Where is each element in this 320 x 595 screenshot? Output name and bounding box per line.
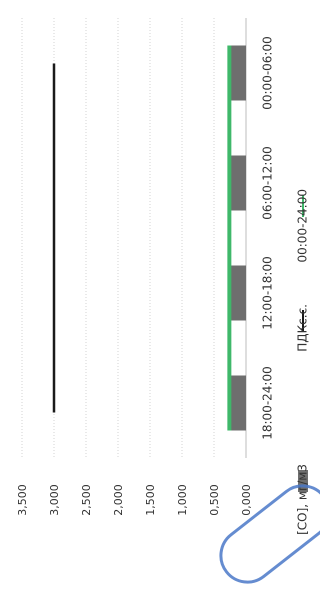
category-label: 00:00-06:00 xyxy=(261,36,275,110)
y-tick-label: 3,500 xyxy=(16,484,29,516)
legend-label: [CO], мг/м3 xyxy=(296,464,310,535)
category-label: 12:00-18:00 xyxy=(261,256,275,330)
y-tick-label: 2,500 xyxy=(80,484,93,516)
y-tick-label: 0,000 xyxy=(240,484,253,516)
y-tick-label: 2,000 xyxy=(112,484,125,516)
y-tick-label: 3,000 xyxy=(48,484,61,516)
bar xyxy=(229,155,246,211)
bar xyxy=(229,375,246,431)
chart: 0,000 0,500 1,000 1,500 2,000 2,500 3,000 3,500… xyxy=(16,18,310,535)
bar xyxy=(229,265,246,321)
bar xyxy=(229,45,246,101)
y-tick-label: 1,000 xyxy=(176,484,189,516)
category-label: 18:00-24:00 xyxy=(261,366,275,440)
legend-swatch xyxy=(298,470,308,492)
lines xyxy=(52,45,232,431)
x-axis-categories: 00:00-06:00 06:00-12:00 12:00-18:00 18:00-2… xyxy=(261,36,275,440)
grid xyxy=(21,18,247,458)
legend: [CO], мг/м3 ПДКс.с. 00:00-24:00 xyxy=(296,189,310,535)
y-tick-label: 1,500 xyxy=(144,484,157,516)
y-tick-label: 0,500 xyxy=(208,484,221,516)
category-label: 06:00-12:00 xyxy=(261,146,275,220)
legend-label: ПДКс.с. xyxy=(296,304,310,352)
bars xyxy=(229,45,246,431)
legend-label: 00:00-24:00 xyxy=(296,189,310,263)
y-axis-ticks: 0,000 0,500 1,000 1,500 2,000 2,500 3,000 3,500 xyxy=(16,484,253,516)
